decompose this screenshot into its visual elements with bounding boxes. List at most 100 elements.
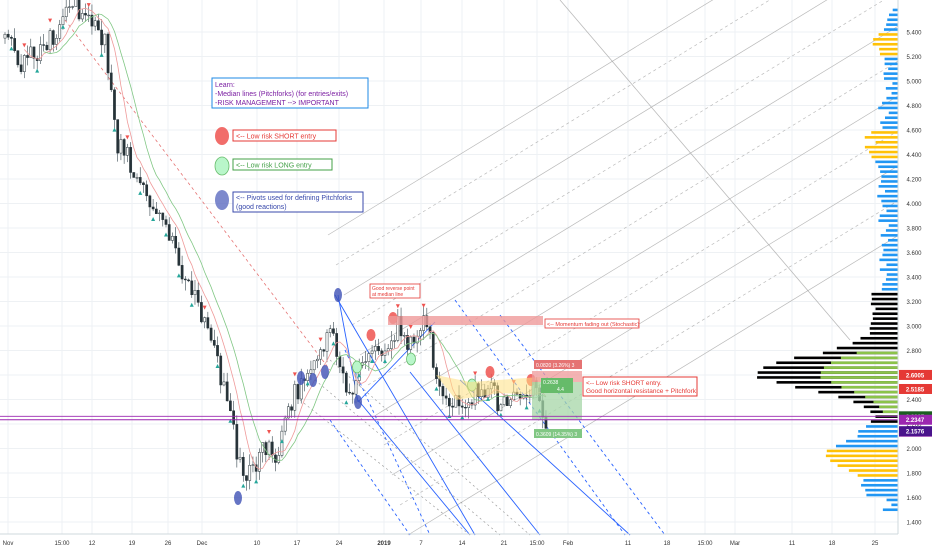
candle-body: [390, 340, 393, 349]
candle-body: [280, 430, 284, 456]
volume-bar: [873, 38, 898, 41]
blue-pitchfork-line: [334, 294, 476, 536]
price-tick-label: 2.800: [906, 349, 922, 355]
volume-bar: [882, 508, 898, 512]
volume-bar: [872, 312, 898, 316]
candle-body: [180, 265, 184, 280]
candle-body: [402, 335, 406, 337]
volume-bar: [881, 180, 898, 183]
volume-bar: [885, 278, 898, 281]
candle-body: [238, 456, 242, 460]
candle-body: [58, 24, 62, 39]
time-tick-label: 15:00: [697, 541, 713, 547]
candle-body: [132, 172, 136, 178]
candle-body: [328, 328, 332, 333]
price-series: [3, 0, 548, 491]
annotation-layer: Learn: -Median lines (Pitchforks) (for e…: [211, 77, 698, 438]
volume-bar: [875, 140, 898, 144]
fractal-up-arrow: [60, 24, 65, 29]
price-tick-label: 2.000: [906, 447, 922, 453]
volume-bar-green: [831, 381, 898, 384]
candle-body: [200, 302, 203, 323]
volume-bar: [882, 204, 898, 208]
volume-bar: [880, 170, 898, 173]
candle-body: [283, 417, 287, 432]
fractal-up-arrow: [370, 358, 375, 363]
volume-bar: [879, 214, 898, 218]
candle-body: [232, 410, 235, 425]
price-tick-label: 4.600: [906, 129, 922, 135]
candle-body: [151, 206, 155, 210]
fractal-down-arrow: [292, 372, 297, 377]
candle-body: [464, 406, 467, 409]
volume-bar: [860, 336, 898, 340]
price-tick-label: 5.400: [906, 31, 922, 37]
candle-body: [290, 406, 293, 411]
blue-pitchfork-line: [329, 419, 411, 536]
reverse-point-line-2: at median line: [372, 292, 403, 298]
volume-bar-green: [879, 405, 898, 409]
candle-body: [129, 147, 132, 173]
blue-pitchfork-line: [357, 399, 471, 536]
candle-body: [296, 384, 300, 400]
price-tick-label: 1.600: [906, 496, 922, 502]
blue-pitchfork-line: [459, 379, 631, 536]
volume-bar: [857, 434, 898, 438]
price-tick-label: 5.000: [906, 80, 922, 86]
volume-bar: [877, 194, 898, 198]
gray-fork-line: [407, 214, 932, 536]
time-tick-label: 12: [89, 541, 96, 547]
volume-bar: [846, 439, 898, 443]
volume-bar: [884, 77, 898, 80]
time-tick-label: 18: [664, 541, 671, 547]
gray-fork-line: [391, 144, 932, 476]
candle-body: [499, 404, 503, 412]
volume-bar: [865, 488, 898, 492]
volume-bar: [892, 8, 898, 12]
candle-body: [29, 46, 33, 58]
candle-body: [116, 119, 120, 154]
candle-body: [428, 326, 432, 333]
volume-bar: [884, 116, 898, 120]
candle-body: [251, 464, 255, 466]
candle-body: [332, 328, 335, 334]
volume-bar: [870, 420, 898, 423]
price-tick-label: 1.400: [906, 521, 922, 527]
position-bot-label: 0.3609 (14.35%) 3: [536, 432, 577, 438]
volume-bar: [875, 160, 898, 164]
candle-body: [270, 441, 274, 456]
time-tick-label: 11: [789, 541, 796, 547]
position-top-label-bg: [534, 360, 582, 369]
position-risk-zone: [532, 371, 582, 382]
gray-dashed-parallel: [314, 379, 501, 536]
candle-body: [319, 349, 322, 360]
candle-body: [380, 350, 384, 356]
fractal-down-arrow: [473, 371, 478, 376]
candle-body: [177, 247, 181, 266]
candle-body: [193, 289, 197, 295]
position-mid-label-1: 0.2638: [543, 380, 559, 386]
price-tag-bg: [899, 414, 932, 425]
candle-body: [13, 38, 17, 51]
volume-bar: [883, 72, 898, 75]
reverse-point-box: [369, 283, 421, 299]
pivot-marker: [234, 491, 242, 505]
candle-body: [451, 405, 454, 408]
time-tick-label: 24: [336, 541, 343, 547]
fractal-up-arrow: [241, 483, 246, 488]
volume-bar: [837, 464, 898, 467]
fractal-down-arrow: [408, 325, 413, 330]
fractal-up-arrow: [344, 400, 349, 405]
legend-long-box: [232, 158, 333, 171]
volume-bar: [878, 185, 898, 188]
price-tick-label: 3.000: [906, 325, 922, 331]
candle-body: [212, 340, 216, 346]
candle-body: [90, 14, 94, 27]
fractal-up-arrow: [254, 479, 259, 484]
candle-body: [348, 391, 351, 394]
position-mid-label-2: 4.4: [557, 387, 564, 393]
candle-body: [502, 396, 506, 406]
time-tick-label: 18: [829, 541, 836, 547]
price-tick-label: 5.200: [906, 55, 922, 61]
volume-bar-green: [820, 371, 898, 374]
